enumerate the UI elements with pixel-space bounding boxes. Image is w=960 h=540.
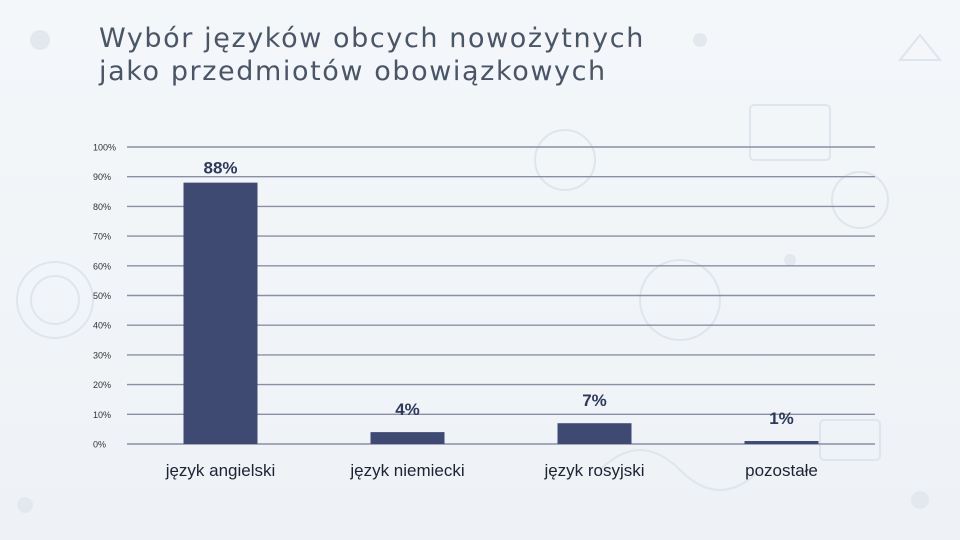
chart-data-labels: 88% 4% 7% 1% bbox=[203, 159, 793, 428]
x-category-label: język niemiecki bbox=[349, 461, 464, 480]
data-label: 1% bbox=[769, 409, 794, 428]
y-tick-label: 70% bbox=[93, 232, 111, 242]
x-category-label: język angielski bbox=[165, 461, 276, 480]
data-label: 88% bbox=[203, 159, 237, 178]
y-tick-label: 60% bbox=[93, 261, 111, 271]
y-tick-label: 80% bbox=[93, 202, 111, 212]
y-tick-label: 10% bbox=[93, 410, 111, 420]
y-tick-label: 90% bbox=[93, 172, 111, 182]
y-tick-label: 20% bbox=[93, 380, 111, 390]
data-label: 7% bbox=[582, 391, 607, 410]
bar bbox=[371, 432, 445, 444]
bar bbox=[745, 441, 819, 444]
x-category-label: pozostałe bbox=[745, 461, 818, 480]
x-category-label: język rosyjski bbox=[543, 461, 644, 480]
bar bbox=[184, 183, 258, 444]
y-tick-label: 30% bbox=[93, 350, 111, 360]
y-tick-label: 100% bbox=[93, 143, 116, 153]
data-label: 4% bbox=[395, 400, 420, 419]
bar bbox=[558, 423, 632, 444]
y-tick-label: 0% bbox=[93, 440, 106, 450]
chart-y-axis: 0% 10% 20% 30% 40% 50% 60% 70% 80% 90% 100% bbox=[93, 143, 116, 450]
y-tick-label: 50% bbox=[93, 291, 111, 301]
chart-bars bbox=[184, 183, 819, 444]
chart-x-axis: język angielski język niemiecki język rosy… bbox=[165, 461, 818, 480]
y-tick-label: 40% bbox=[93, 321, 111, 331]
